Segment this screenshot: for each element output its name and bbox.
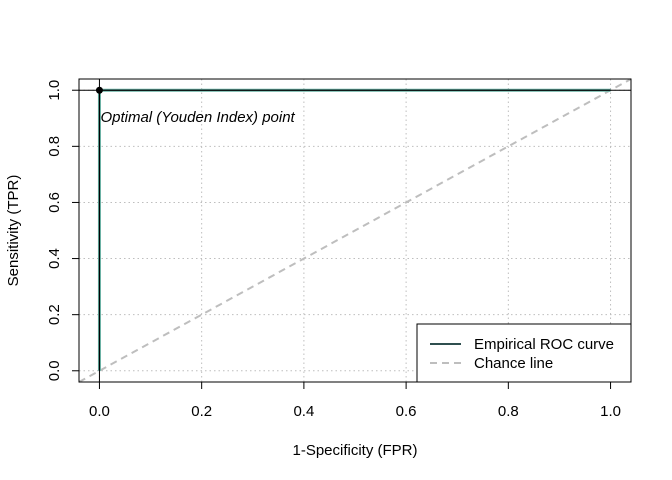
x-axis-label: 1-Specificity (FPR) xyxy=(292,442,417,459)
optimal-point-layer xyxy=(79,79,631,382)
chance-line-layer xyxy=(78,78,632,383)
x-axis: 0.0 0.2 0.4 0.6 0.8 1.0 xyxy=(89,381,621,420)
optimal-point-label: Optimal (Youden Index) point xyxy=(100,109,295,126)
x-tick-label-2: 0.4 xyxy=(293,403,314,420)
optimal-point-marker xyxy=(95,86,103,94)
x-tick-label-5: 1.0 xyxy=(600,403,621,420)
x-tick-label-4: 0.8 xyxy=(498,403,519,420)
y-axis: 0.0 0.2 0.4 0.6 0.8 1.0 xyxy=(46,80,80,381)
x-tick-label-0: 0.0 xyxy=(89,403,110,420)
legend-box xyxy=(416,323,632,383)
legend-entry-chance: Chance line xyxy=(474,355,553,372)
legend: Empirical ROC curve Chance line xyxy=(416,323,632,383)
y-tick-label-2: 0.4 xyxy=(46,248,63,269)
legend-entry-roc: Empirical ROC curve xyxy=(474,336,614,353)
y-tick-label-5: 1.0 xyxy=(46,80,63,101)
x-tick-label-3: 0.6 xyxy=(396,403,417,420)
x-tick-label-1: 0.2 xyxy=(191,403,212,420)
y-tick-label-4: 0.8 xyxy=(46,136,63,157)
y-axis-label: Sensitivity (TPR) xyxy=(5,175,22,287)
y-tick-label-3: 0.6 xyxy=(46,192,63,213)
y-tick-label-0: 0.0 xyxy=(46,360,63,381)
chance-line xyxy=(78,78,632,383)
y-tick-label-1: 0.2 xyxy=(46,304,63,325)
